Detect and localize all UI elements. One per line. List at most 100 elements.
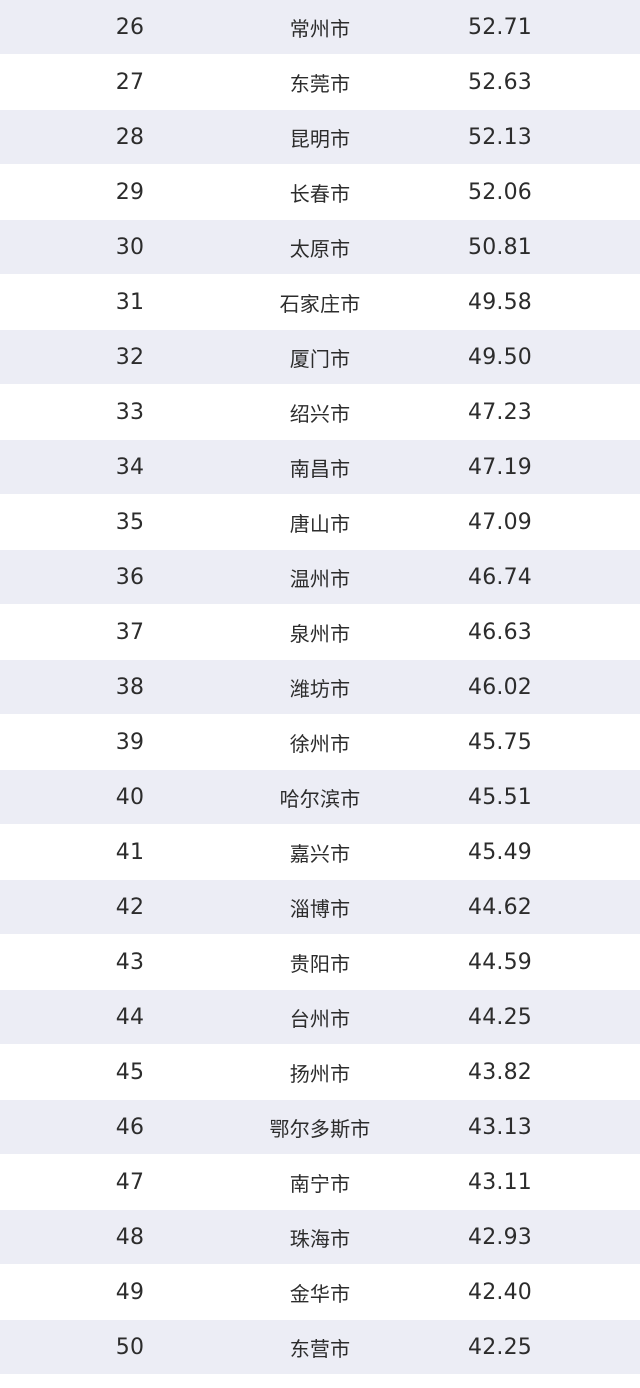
score-cell: 43.82 [468, 1059, 532, 1085]
table-row: 33 绍兴市 47.23 [0, 385, 640, 440]
city-cell: 石家庄市 [279, 291, 361, 316]
table-row: 45 扬州市 43.82 [0, 1045, 640, 1100]
rank-cell: 41 [115, 839, 145, 865]
city-cell: 昆明市 [289, 126, 351, 151]
table-row: 44 台州市 44.25 [0, 990, 640, 1045]
rank-cell: 37 [115, 619, 145, 645]
rank-cell: 46 [115, 1114, 145, 1140]
score-cell: 43.11 [468, 1169, 532, 1195]
city-cell: 珠海市 [289, 1226, 351, 1251]
city-cell: 徐州市 [289, 731, 351, 756]
city-cell: 贵阳市 [289, 951, 351, 976]
score-cell: 45.49 [468, 839, 532, 865]
score-cell: 46.74 [468, 564, 532, 590]
table-row: 47 南宁市 43.11 [0, 1155, 640, 1210]
city-cell: 太原市 [289, 236, 351, 261]
table-row: 28 昆明市 52.13 [0, 110, 640, 165]
table-row: 36 温州市 46.74 [0, 550, 640, 605]
rank-cell: 30 [115, 234, 145, 260]
rank-cell: 28 [115, 124, 145, 150]
table-row: 40 哈尔滨市 45.51 [0, 770, 640, 825]
table-row: 37 泉州市 46.63 [0, 605, 640, 660]
city-cell: 长春市 [289, 181, 351, 206]
score-cell: 42.93 [468, 1224, 532, 1250]
score-cell: 46.63 [468, 619, 532, 645]
rank-cell: 43 [115, 949, 145, 975]
table-row: 32 厦门市 49.50 [0, 330, 640, 385]
city-cell: 南昌市 [289, 456, 351, 481]
rank-cell: 49 [115, 1279, 145, 1305]
score-cell: 52.13 [468, 124, 532, 150]
city-cell: 常州市 [289, 16, 351, 41]
score-cell: 47.23 [468, 399, 532, 425]
rank-cell: 42 [115, 894, 145, 920]
table-row: 49 金华市 42.40 [0, 1265, 640, 1320]
rank-cell: 33 [115, 399, 145, 425]
city-cell: 泉州市 [289, 621, 351, 646]
table-row: 27 东莞市 52.63 [0, 55, 640, 110]
city-cell: 金华市 [289, 1281, 351, 1306]
city-cell: 嘉兴市 [289, 841, 351, 866]
rank-cell: 47 [115, 1169, 145, 1195]
rank-cell: 32 [115, 344, 145, 370]
score-cell: 45.75 [468, 729, 532, 755]
score-cell: 44.25 [468, 1004, 532, 1030]
city-cell: 鄂尔多斯市 [269, 1116, 371, 1141]
city-cell: 扬州市 [289, 1061, 351, 1086]
score-cell: 47.09 [468, 509, 532, 535]
score-cell: 49.50 [468, 344, 532, 370]
table-row: 41 嘉兴市 45.49 [0, 825, 640, 880]
table-row: 50 东营市 42.25 [0, 1320, 640, 1375]
score-cell: 46.02 [468, 674, 532, 700]
table-row: 43 贵阳市 44.59 [0, 935, 640, 990]
rank-cell: 26 [115, 14, 145, 40]
table-row: 46 鄂尔多斯市 43.13 [0, 1100, 640, 1155]
rank-cell: 48 [115, 1224, 145, 1250]
score-cell: 43.13 [468, 1114, 532, 1140]
city-cell: 台州市 [289, 1006, 351, 1031]
city-cell: 绍兴市 [289, 401, 351, 426]
table-row: 30 太原市 50.81 [0, 220, 640, 275]
rank-cell: 50 [115, 1334, 145, 1360]
city-cell: 东营市 [289, 1336, 351, 1361]
rank-cell: 38 [115, 674, 145, 700]
score-cell: 45.51 [468, 784, 532, 810]
table-row: 38 潍坊市 46.02 [0, 660, 640, 715]
score-cell: 42.25 [468, 1334, 532, 1360]
rank-cell: 45 [115, 1059, 145, 1085]
rank-cell: 29 [115, 179, 145, 205]
city-cell: 东莞市 [289, 71, 351, 96]
city-cell: 温州市 [289, 566, 351, 591]
score-cell: 52.06 [468, 179, 532, 205]
rank-cell: 44 [115, 1004, 145, 1030]
rank-cell: 36 [115, 564, 145, 590]
table-row: 48 珠海市 42.93 [0, 1210, 640, 1265]
table-row: 26 常州市 52.71 [0, 0, 640, 55]
score-cell: 50.81 [468, 234, 532, 260]
rank-cell: 35 [115, 509, 145, 535]
city-cell: 潍坊市 [289, 676, 351, 701]
rank-cell: 40 [115, 784, 145, 810]
city-cell: 厦门市 [289, 346, 351, 371]
city-cell: 淄博市 [289, 896, 351, 921]
score-cell: 49.58 [468, 289, 532, 315]
score-cell: 44.59 [468, 949, 532, 975]
score-cell: 42.40 [468, 1279, 532, 1305]
rank-cell: 39 [115, 729, 145, 755]
table-row: 39 徐州市 45.75 [0, 715, 640, 770]
table-row: 34 南昌市 47.19 [0, 440, 640, 495]
score-cell: 44.62 [468, 894, 532, 920]
rank-cell: 31 [115, 289, 145, 315]
rank-cell: 34 [115, 454, 145, 480]
score-cell: 52.63 [468, 69, 532, 95]
rank-cell: 27 [115, 69, 145, 95]
table-row: 29 长春市 52.06 [0, 165, 640, 220]
table-row: 31 石家庄市 49.58 [0, 275, 640, 330]
table-row: 42 淄博市 44.62 [0, 880, 640, 935]
city-cell: 南宁市 [289, 1171, 351, 1196]
city-cell: 哈尔滨市 [279, 786, 361, 811]
score-cell: 52.71 [468, 14, 532, 40]
table-row: 35 唐山市 47.09 [0, 495, 640, 550]
city-cell: 唐山市 [289, 511, 351, 536]
